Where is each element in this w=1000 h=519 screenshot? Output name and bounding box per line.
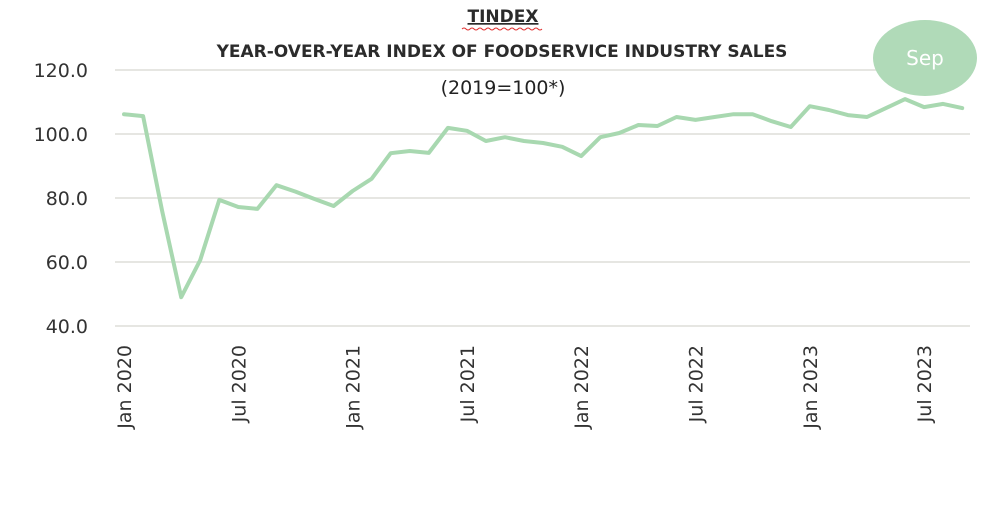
chart-note: (2019=100*) [441,77,566,99]
x-tick-label: Jan 2020 [114,345,136,430]
y-tick-label: 120.0 [34,60,88,82]
y-axis: 40.0 60.0 80.0 100.0 120.0 [34,60,88,338]
annotation-label: Sep [906,46,944,70]
x-tick-label: Jul 2023 [914,345,936,423]
x-tick-label: Jan 2023 [800,345,822,430]
x-tick-label: Jul 2022 [686,345,708,423]
spellcheck-underline [461,27,543,31]
x-tick-label: Jul 2020 [228,345,250,423]
x-tick-label: Jan 2022 [571,345,593,430]
x-axis: Jan 2020 Jul 2020 Jan 2021 Jul 2021 Jan 2022… [114,345,936,430]
y-tick-label: 100.0 [34,124,88,146]
y-tick-label: 40.0 [46,316,88,338]
gridlines [115,69,970,327]
x-tick-label: Jan 2021 [343,345,365,430]
annotation-bubble [873,20,977,96]
x-tick-label: Jul 2021 [457,345,479,423]
chart-subtitle: YEAR-OVER-YEAR INDEX OF FOODSERVICE INDU… [216,42,788,62]
y-tick-label: 80.0 [46,188,88,210]
y-tick-label: 60.0 [46,252,88,274]
series-line [122,97,965,300]
chart-title: TINDEX [468,7,539,27]
